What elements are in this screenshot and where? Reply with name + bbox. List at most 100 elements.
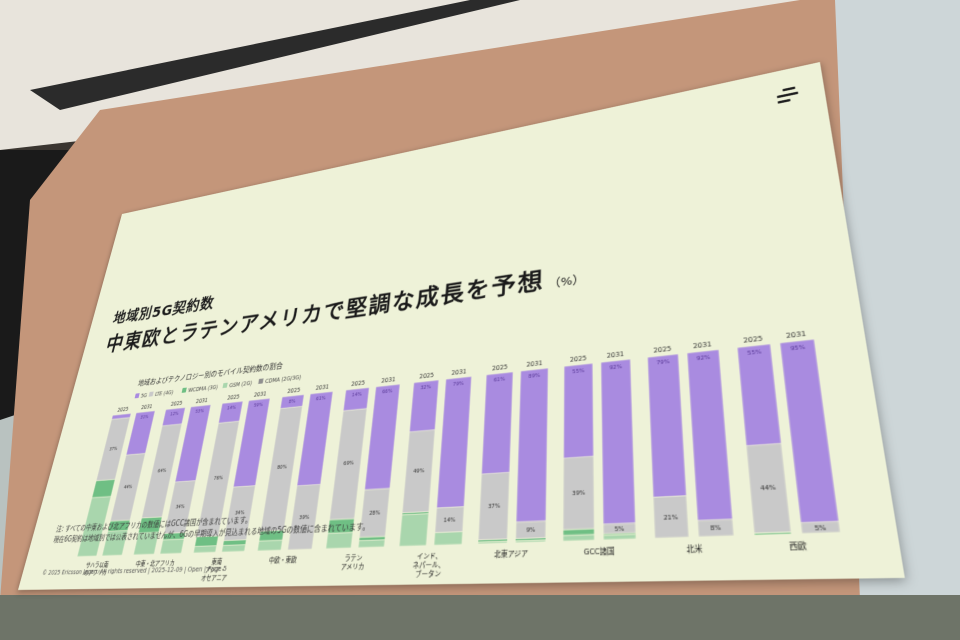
bar-label-5g: 79% (656, 358, 670, 367)
bar-year-label: 2025 (743, 335, 763, 344)
bar-year-label: 2025 (653, 345, 671, 354)
bar-label-4g: 49% (413, 467, 425, 475)
bar-segment-5g (601, 359, 636, 524)
bar-year-label: 2031 (315, 384, 329, 392)
bar-label-5g: 61% (493, 375, 505, 383)
bar-segment-gsm2g (160, 539, 184, 554)
bar-label-4g: 14% (443, 516, 456, 524)
legend-swatch (222, 382, 228, 389)
bar-segment-gsm2g (358, 540, 385, 548)
bar-label-5g: 32% (420, 383, 431, 391)
bar-label-5g: 59% (253, 401, 263, 408)
bar-segment-5g (737, 344, 781, 446)
legend-label: CDMA (2G/3G) (265, 374, 303, 384)
region-label: のアフリカ (83, 568, 108, 577)
bar-label-5g: 53% (195, 408, 205, 415)
bar-label-4g: 5% (814, 523, 827, 532)
bar-year-label: 2031 (526, 360, 542, 368)
legend-label: 5G (140, 393, 148, 399)
bar-label-4g: 69% (343, 459, 354, 467)
bar-label-5g: 31% (140, 414, 150, 421)
bar-year-label: 2025 (492, 364, 508, 372)
bar-label-4g: 8% (710, 524, 722, 533)
legend-label: WCDMA (3G) (188, 384, 220, 393)
bar-label-5g: 61% (315, 395, 326, 402)
bar-label-4g: 39% (299, 513, 310, 521)
bar-label-5g: 95% (790, 343, 806, 352)
region-label: ラテン (344, 553, 363, 563)
legend-label: LTE (4G) (154, 390, 174, 398)
bar-segment-gsm2g (222, 545, 246, 552)
air-vent (30, 0, 520, 110)
bar-segment-5g (564, 363, 594, 458)
bar-label-4g: 21% (663, 513, 678, 522)
bar-segment-5g (437, 376, 472, 507)
bar-year-label: 2031 (141, 404, 153, 411)
region-label: アジア・ (204, 565, 226, 574)
bar-label-5g: 55% (747, 348, 762, 357)
legend-swatch (181, 387, 187, 393)
bar-year-label: 2031 (381, 376, 396, 384)
bar-label-5g: 14% (351, 391, 362, 398)
bar-label-4g: 9% (526, 526, 536, 534)
bar-label-5g: 79% (452, 380, 464, 388)
region-label: 中東・北アフリカ (135, 558, 176, 568)
bar-segment-gsm2g (434, 532, 463, 546)
legend-swatch (148, 391, 154, 397)
bar-label-4g: 76% (213, 474, 224, 481)
legend-label: GSM (2G) (229, 380, 253, 389)
bar-label-5g: 92% (609, 363, 622, 371)
bar-year-label: 2025 (227, 394, 240, 401)
bar-year-label: 2025 (351, 380, 365, 388)
region-label: サハラ以南 (85, 560, 110, 569)
stacked-bar-chart: 地域およびテクノロジー別のモバイル契約数の割合 5G LTE (4G) WCDMA … (18, 330, 905, 582)
bar-label-5g: 14% (226, 404, 236, 411)
bar-year-label: 2025 (570, 355, 587, 364)
legend-swatch (134, 393, 140, 399)
bar-label-5g: 66% (382, 387, 393, 395)
bar-year-label: 2031 (451, 368, 466, 376)
bar-segment-wcdma3g (92, 479, 115, 497)
bar-label-4g: 44% (760, 483, 777, 492)
bar-label-5g: 8% (288, 398, 296, 405)
region-label: 中欧・東欧 (268, 555, 297, 565)
bar-segment-5g (365, 384, 400, 490)
region-label: 東南 (211, 557, 223, 566)
bar-segment-5g (648, 354, 687, 497)
bar-segment-5g (516, 368, 548, 522)
bar-label-4g: 80% (277, 463, 288, 470)
bar-label-4g: 44% (123, 484, 133, 491)
floor-window (0, 595, 960, 640)
bar-year-label: 2025 (287, 387, 301, 394)
bar-label-4g: 28% (369, 509, 381, 517)
region-label: 北東アジア (494, 548, 529, 559)
bar-label-4g: 34% (234, 509, 245, 516)
region-label: アメリカ (340, 561, 365, 571)
bar-segment-5g (482, 372, 513, 474)
bar-year-label: 2031 (195, 398, 208, 405)
region-label: ブータン (415, 568, 442, 578)
bar-label-4g: 37% (488, 502, 501, 510)
bar-label-5g: 12% (170, 410, 180, 417)
bar-label-5g: 55% (572, 367, 585, 375)
bar-label-4g: 64% (157, 467, 167, 474)
region-label: ネパール、 (412, 559, 445, 570)
bar-year-label: 2025 (170, 400, 183, 407)
region-label: 西欧 (789, 540, 809, 552)
chart-legend: 5G LTE (4G) WCDMA (3G) GSM (2G) CDMA (2G/3G) (134, 374, 303, 399)
bar-segment-5g (780, 339, 839, 523)
bar-year-label: 2031 (607, 351, 624, 360)
bar-segment-gsm2g (257, 540, 282, 551)
region-label: インド、 (416, 552, 442, 561)
bar-segment-gsm2g (399, 513, 428, 546)
bar-year-label: 2031 (693, 341, 712, 350)
bar-year-label: 2025 (419, 372, 434, 380)
presentation-slide: 地域別5G契約数 中東欧とラテンアメリカで堅調な成長を予想 （%） 地域およびテク… (17, 61, 905, 590)
bar-segment-gsm2g (326, 532, 353, 548)
bar-label-4g: 39% (572, 489, 585, 498)
bar-year-label: 2031 (786, 330, 807, 340)
bar-segment-5g (687, 350, 732, 521)
region-label: 北米 (686, 543, 703, 554)
bar-label-4g: 5% (614, 524, 624, 533)
